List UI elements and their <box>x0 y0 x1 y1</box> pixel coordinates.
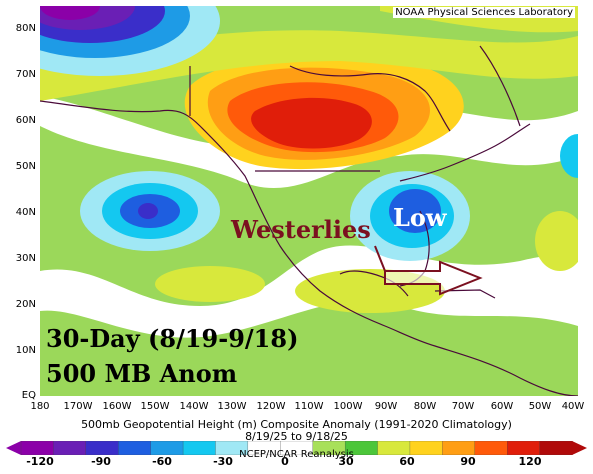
ridge-core <box>251 97 372 149</box>
arctic-low-center <box>40 6 100 20</box>
x-label-140w: 140W <box>179 401 209 412</box>
colorbar-label-0: 0 <box>281 455 289 468</box>
level-annotation: 500 MB Anom <box>46 359 238 388</box>
x-label-170w: 170W <box>63 401 93 412</box>
colorbar-label-m60: -60 <box>152 455 172 468</box>
period-annotation: 30-Day (8/19-9/18) <box>46 324 299 353</box>
westerlies-pointer <box>374 245 386 272</box>
caption-dates: 8/19/25 to 9/18/25 <box>245 430 348 443</box>
westerlies-annotation: Westerlies <box>231 215 371 244</box>
caption-title: 500mb Geopotential Height (m) Composite … <box>81 418 512 431</box>
x-label-120w: 120W <box>256 401 286 412</box>
x-label-180: 180 <box>30 401 50 412</box>
y-label-70n: 70N <box>15 69 36 80</box>
colorbar-label-m90: -90 <box>91 455 111 468</box>
x-label-90w: 90W <box>374 401 398 412</box>
x-label-70w: 70W <box>451 401 475 412</box>
anomaly-map <box>40 6 578 396</box>
westerlies-arrow <box>384 260 483 296</box>
credit-label: NOAA Physical Sciences Laboratory <box>393 7 575 18</box>
colorbar-label-90: 90 <box>460 455 476 468</box>
y-label-20n: 20N <box>15 299 36 310</box>
subtropical-positive-anomaly <box>155 266 265 302</box>
colorbar-label-120: 120 <box>518 455 542 468</box>
colorbar <box>6 441 587 455</box>
low-annotation: Low <box>393 203 447 232</box>
x-label-40w: 40W <box>561 401 585 412</box>
caption-source: NCEP/NCAR Reanalysis <box>239 449 354 460</box>
colorbar-left-arrow <box>6 441 21 455</box>
colorbar-label-60: 60 <box>399 455 415 468</box>
colorbar-label-30: 30 <box>338 455 354 468</box>
x-label-110w: 110W <box>294 401 324 412</box>
x-label-80w: 80W <box>413 401 437 412</box>
y-label-50n: 50N <box>15 161 36 172</box>
eastern-low-core <box>389 189 441 233</box>
colorbar-label-m30: -30 <box>213 455 233 468</box>
y-label-60n: 60N <box>15 115 36 126</box>
x-label-50w: 50W <box>528 401 552 412</box>
colorbar-right-arrow <box>572 441 587 455</box>
x-label-100w: 100W <box>333 401 363 412</box>
pacific-trough-center <box>138 203 158 219</box>
y-label-10n: 10N <box>15 345 36 356</box>
x-label-130w: 130W <box>217 401 247 412</box>
x-label-150w: 150W <box>140 401 170 412</box>
y-label-80n: 80N <box>15 23 36 34</box>
colorbar-label-m120: -120 <box>26 455 54 468</box>
y-label-40n: 40N <box>15 207 36 218</box>
atlantic-low <box>560 134 578 178</box>
y-label-30n: 30N <box>15 253 36 264</box>
x-label-160w: 160W <box>102 401 132 412</box>
y-label-eq: EQ <box>21 390 36 401</box>
x-label-60w: 60W <box>490 401 514 412</box>
colorbar-segments <box>20 441 573 455</box>
coastlines <box>40 45 578 396</box>
atlantic-positive-anomaly <box>535 211 578 271</box>
